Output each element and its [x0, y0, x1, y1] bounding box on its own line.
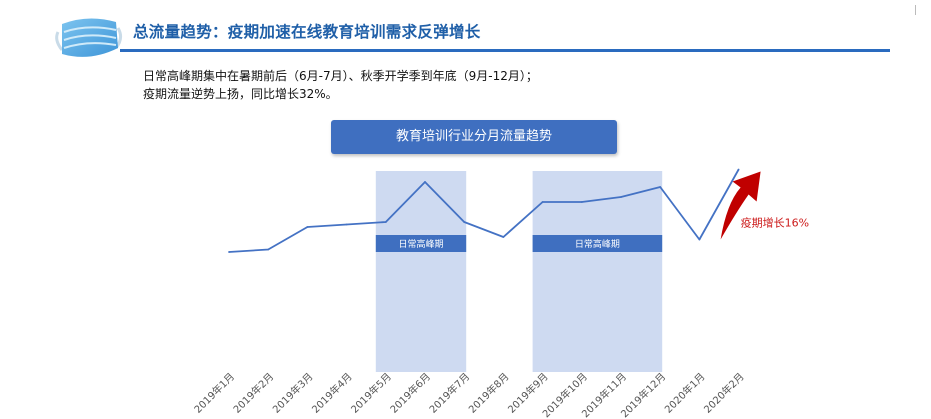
description: 日常高峰期集中在暑期前后（6月-7月）、秋季开学季到年底（9月-12月）； 疫期… — [143, 67, 538, 103]
highlight-band-label: 日常高峰期 — [575, 238, 620, 250]
data-point — [463, 221, 466, 223]
x-tick-label: 2020年1月 — [662, 370, 708, 416]
growth-arrow — [720, 171, 761, 240]
data-point — [737, 168, 740, 171]
data-point — [620, 196, 622, 198]
edge-divider — [915, 5, 916, 15]
highlight-band-label: 日常高峰期 — [398, 238, 443, 250]
data-point — [502, 236, 505, 238]
growth-annotation: 疫期增长16% — [741, 216, 809, 230]
data-point — [424, 181, 426, 183]
data-point — [345, 223, 348, 226]
highlight-band — [375, 171, 467, 372]
x-tick-label: 2019年7月 — [426, 370, 472, 416]
highlight-band — [532, 171, 663, 372]
x-tick-label: 2019年8月 — [466, 370, 512, 416]
highlight-band-label-bg — [375, 235, 467, 252]
data-point — [698, 238, 701, 241]
page-title: 总流量趋势：疫期加速在线教育培训需求反弹增长 — [133, 23, 481, 41]
chart-title: 教育培训行业分月流量趋势 — [331, 120, 617, 154]
face-mask-icon — [55, 18, 123, 57]
x-tick-label: 2019年4月 — [309, 370, 355, 416]
title-underline — [120, 49, 890, 52]
x-tick-label: 2019年6月 — [387, 370, 433, 416]
x-tick-label: 2019年2月 — [230, 370, 276, 416]
series-line — [228, 169, 740, 253]
data-point — [306, 226, 309, 228]
highlight-band-label-bg — [532, 235, 663, 252]
data-point — [659, 186, 662, 188]
description-line-2: 疫期流量逆势上扬，同比增长32%。 — [143, 87, 338, 101]
data-point — [228, 251, 230, 253]
data-point — [541, 201, 544, 203]
data-point — [580, 201, 583, 203]
data-point — [384, 221, 387, 223]
x-tick-label: 2019年1月 — [191, 370, 237, 416]
x-tick-label: 2019年5月 — [348, 370, 394, 416]
data-point — [267, 248, 270, 251]
x-tick-label: 2020年2月 — [701, 370, 747, 416]
description-line-1: 日常高峰期集中在暑期前后（6月-7月）、秋季开学季到年底（9月-12月）； — [143, 69, 538, 83]
x-tick-label: 2019年3月 — [270, 370, 316, 416]
